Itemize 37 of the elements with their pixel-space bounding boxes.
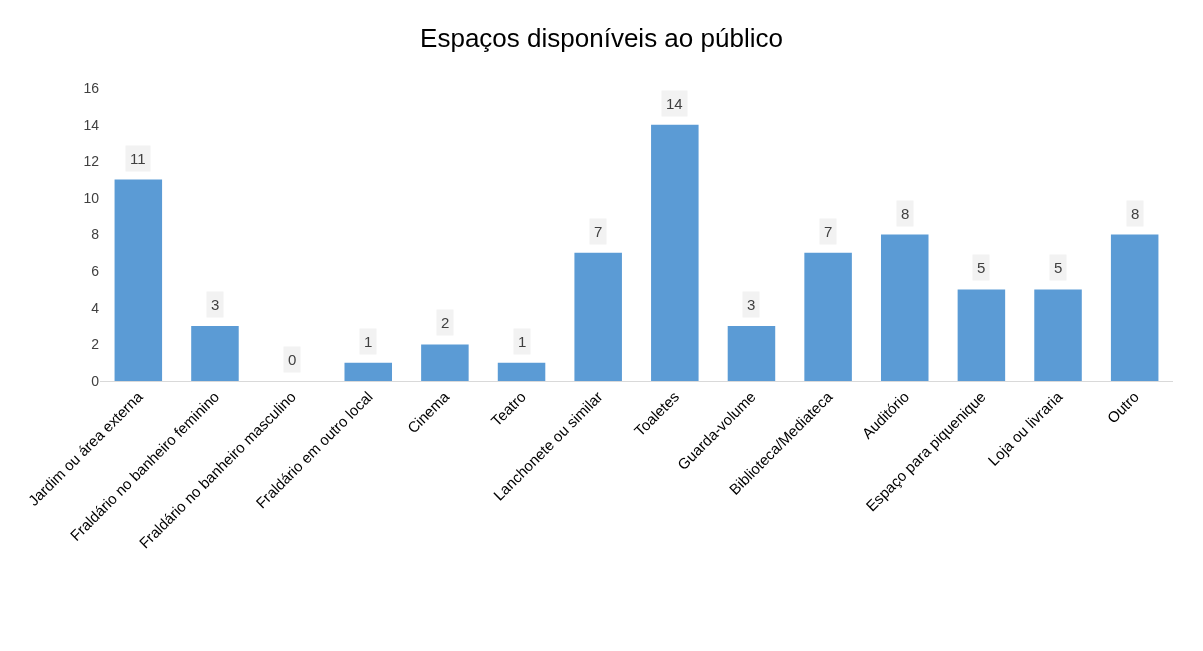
data-label: 8 xyxy=(901,205,910,222)
bar xyxy=(344,362,393,381)
data-label: 5 xyxy=(977,259,986,276)
y-tick-label: 4 xyxy=(91,299,100,316)
y-tick-label: 8 xyxy=(91,226,100,243)
data-label: 11 xyxy=(130,150,146,167)
data-label: 1 xyxy=(364,333,373,350)
data-label: 7 xyxy=(594,223,603,240)
y-tick-label: 6 xyxy=(91,263,100,280)
y-tick-label: 10 xyxy=(83,189,100,206)
bar xyxy=(880,234,929,381)
bar xyxy=(1110,234,1159,381)
data-label: 1 xyxy=(518,333,527,350)
data-label: 3 xyxy=(747,296,756,313)
data-label: 3 xyxy=(211,296,220,313)
bar xyxy=(114,179,163,381)
data-label: 2 xyxy=(441,314,450,331)
y-tick-label: 2 xyxy=(91,336,100,353)
y-tick-label: 14 xyxy=(83,116,100,133)
bar xyxy=(804,252,852,381)
bar xyxy=(191,326,239,381)
y-tick-label: 12 xyxy=(83,153,100,170)
data-label: 0 xyxy=(288,351,297,368)
data-label: 7 xyxy=(824,223,833,240)
bar xyxy=(574,252,622,381)
bar xyxy=(651,124,699,381)
bar xyxy=(1034,289,1082,381)
chart-title: Espaços disponíveis ao público xyxy=(420,23,783,54)
data-label: 5 xyxy=(1054,259,1063,276)
data-label: 14 xyxy=(666,95,683,112)
bar xyxy=(421,344,469,381)
y-tick-label: 16 xyxy=(83,79,100,96)
bar xyxy=(497,362,546,381)
y-tick-label: 0 xyxy=(91,372,100,389)
bar xyxy=(727,326,776,381)
data-label: 8 xyxy=(1131,205,1140,222)
bar xyxy=(957,289,1006,381)
